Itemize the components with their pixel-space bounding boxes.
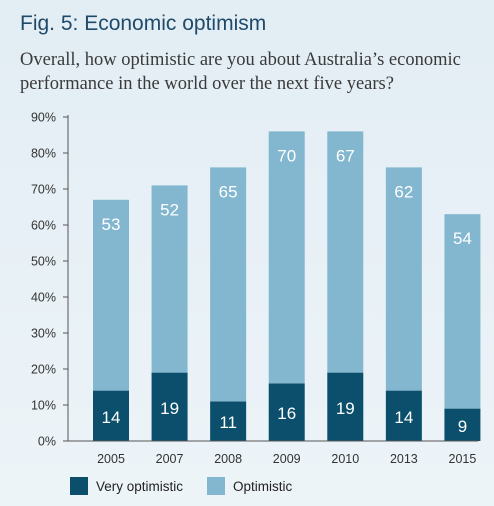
y-tick-label: 80% xyxy=(31,147,56,161)
x-tick-label: 2009 xyxy=(273,452,301,466)
bar-optimistic-2005 xyxy=(93,199,129,391)
y-tick-label: 30% xyxy=(31,327,56,341)
x-tick-label: 2005 xyxy=(97,452,125,466)
data-label: 62 xyxy=(394,182,413,201)
data-label: 19 xyxy=(160,399,179,418)
figure-subtitle: Overall, how optimistic are you about Au… xyxy=(20,50,461,94)
data-label: 53 xyxy=(102,215,121,234)
data-label: 9 xyxy=(458,417,467,436)
bar-very-optimistic-2007 xyxy=(151,372,188,441)
figure-title: Fig. 5: Economic optimism xyxy=(20,12,267,35)
legend-swatch-very-optimistic xyxy=(70,477,88,495)
y-tick-label: 10% xyxy=(31,399,56,413)
bar-optimistic-2009 xyxy=(268,131,305,384)
bar-optimistic-2008 xyxy=(210,167,247,402)
data-label: 16 xyxy=(277,404,296,423)
y-tick-label: 60% xyxy=(31,219,56,233)
x-tick-label: 2008 xyxy=(214,452,242,466)
bar-optimistic-2010 xyxy=(327,131,364,373)
bar-very-optimistic-2013 xyxy=(385,390,422,441)
bar-optimistic-2013 xyxy=(385,167,422,391)
bar-very-optimistic-2009 xyxy=(268,383,305,441)
data-label: 52 xyxy=(160,200,179,219)
x-tick-label: 2013 xyxy=(390,452,418,466)
bar-very-optimistic-2015 xyxy=(444,408,481,441)
data-label: 14 xyxy=(102,408,121,427)
bar-very-optimistic-2010 xyxy=(327,372,364,441)
legend-label: Very optimistic xyxy=(96,479,183,494)
y-tick-label: 0% xyxy=(38,435,56,449)
legend-label: Optimistic xyxy=(233,479,293,494)
bar-optimistic-2007 xyxy=(151,185,188,373)
y-tick-label: 90% xyxy=(31,111,56,125)
data-label: 54 xyxy=(453,229,472,248)
y-tick-label: 20% xyxy=(31,363,56,377)
legend: Very optimistic Optimistic xyxy=(70,477,293,495)
y-axis: 0% 10% 20% 30% 40% 50% 60% 70% 80% 90% xyxy=(31,111,69,449)
bar-optimistic-2015 xyxy=(444,214,481,409)
data-label: 65 xyxy=(219,182,238,201)
bar-very-optimistic-2005 xyxy=(93,390,129,441)
y-tick-label: 40% xyxy=(31,291,56,305)
data-label: 11 xyxy=(219,413,237,432)
bars-group: 14 53 19 52 11 65 16 70 19 67 14 62 9 54 xyxy=(93,131,481,441)
y-tick-label: 70% xyxy=(31,183,56,197)
y-tick-label: 50% xyxy=(31,255,56,269)
legend-swatch-optimistic xyxy=(207,477,225,495)
data-label: 19 xyxy=(336,399,355,418)
data-label: 14 xyxy=(394,408,413,427)
data-label: 67 xyxy=(336,146,355,165)
x-tick-label: 2007 xyxy=(156,452,184,466)
x-tick-label: 2015 xyxy=(449,452,477,466)
x-tick-label: 2010 xyxy=(331,452,359,466)
x-axis: 2005 2007 2008 2009 2010 2013 2015 xyxy=(68,440,478,466)
bar-very-optimistic-2008 xyxy=(210,401,247,441)
data-label: 70 xyxy=(277,146,296,165)
